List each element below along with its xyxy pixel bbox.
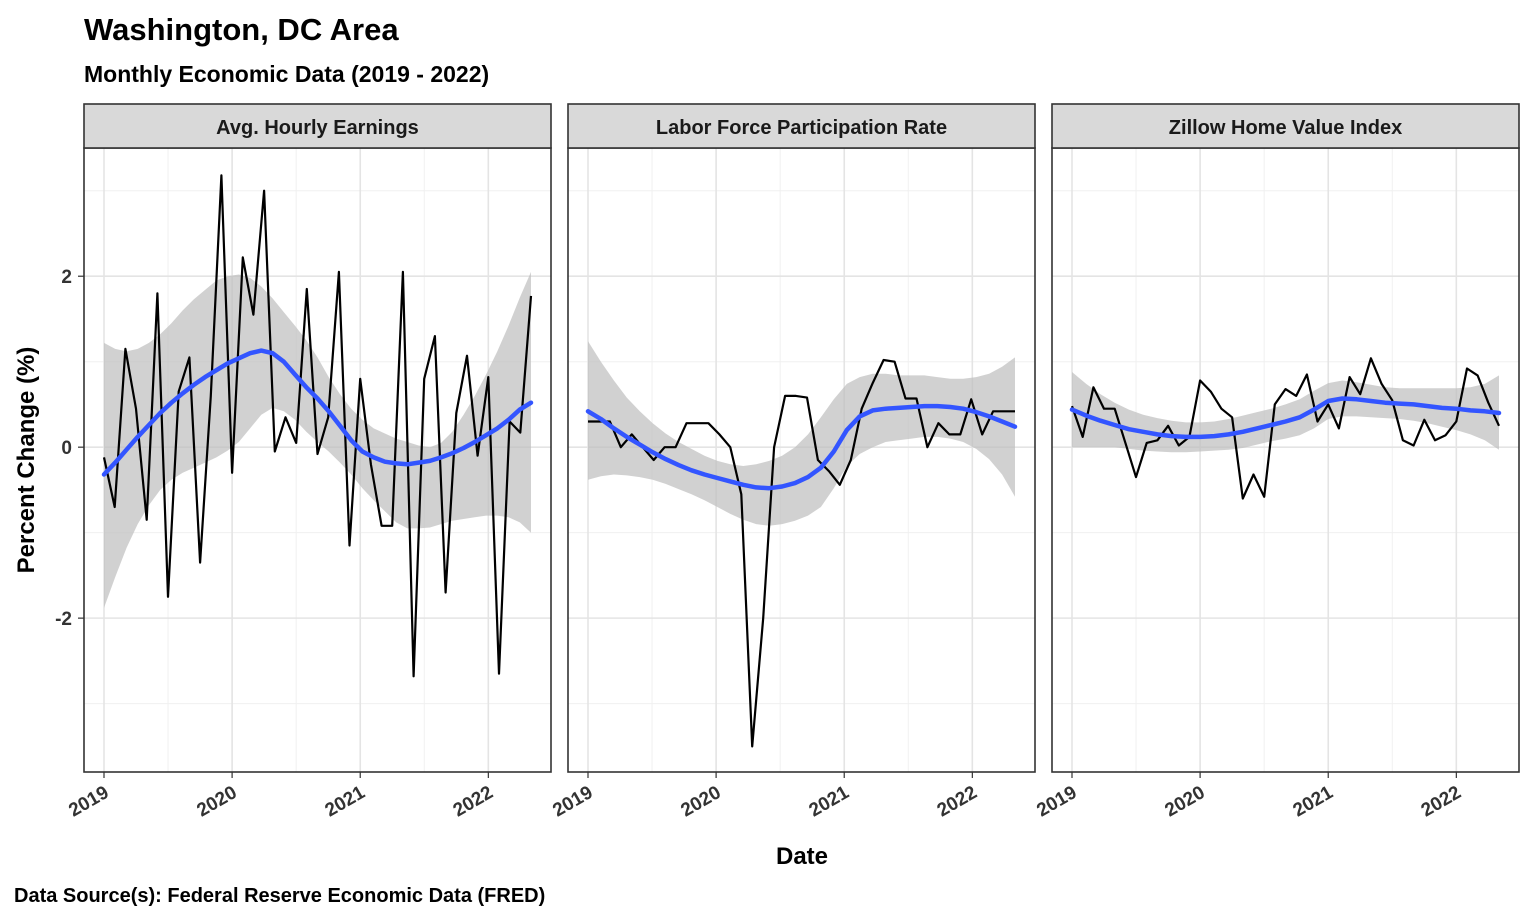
x-tick-label: 2021 xyxy=(1290,782,1337,822)
smooth-line xyxy=(101,348,534,477)
y-tick-label: -2 xyxy=(55,609,72,630)
x-tick-label: 2019 xyxy=(65,782,112,821)
x-tick-label: 2022 xyxy=(934,782,981,821)
x-tick-label: 2022 xyxy=(1418,782,1465,821)
facet-strip xyxy=(83,103,552,149)
x-tick-label: 2021 xyxy=(322,782,369,822)
y-axis: -2 0 2 xyxy=(55,267,84,630)
facet-strip-label: Zillow Home Value Index xyxy=(1169,117,1402,139)
chart-title: Washington, DC Area xyxy=(84,12,399,47)
facet-strip-label: Avg. Hourly Earnings xyxy=(216,117,419,139)
x-tick-label: 2020 xyxy=(193,782,240,821)
confidence-band xyxy=(1072,372,1499,453)
x-tick-label: 2022 xyxy=(450,782,497,821)
data-source-caption: Data Source(s): Federal Reserve Economic… xyxy=(14,885,545,907)
facet-strip xyxy=(567,103,1036,149)
facet-strip-label: Labor Force Participation Rate xyxy=(656,117,947,139)
panel-1: Avg. Hourly Earnings 2019 2020 2021 2022 xyxy=(65,103,552,822)
chart-subtitle: Monthly Economic Data (2019 - 2022) xyxy=(84,61,489,87)
panel-3: Zillow Home Value Index 2019 2020 2021 2022 xyxy=(1033,103,1520,822)
smooth-line xyxy=(1069,396,1502,440)
y-tick-label: 0 xyxy=(61,438,72,459)
series-line xyxy=(102,174,533,678)
confidence-band xyxy=(588,341,1015,526)
x-tick-label: 2020 xyxy=(677,782,724,821)
smooth-line xyxy=(585,403,1018,491)
x-tick-label: 2019 xyxy=(1033,782,1080,821)
series-line xyxy=(1070,357,1500,500)
panel-2: Labor Force Participation Rate 2019 2020 20… xyxy=(549,103,1036,822)
y-axis-label: Percent Change (%) xyxy=(13,347,40,574)
facet-strip xyxy=(1051,103,1520,149)
x-tick-label: 2019 xyxy=(549,782,596,821)
y-tick-label: 2 xyxy=(61,267,72,288)
panel-border xyxy=(1051,147,1520,773)
x-tick-label: 2021 xyxy=(806,782,853,822)
x-axis-label: Date xyxy=(776,843,828,870)
x-tick-label: 2020 xyxy=(1161,782,1208,821)
